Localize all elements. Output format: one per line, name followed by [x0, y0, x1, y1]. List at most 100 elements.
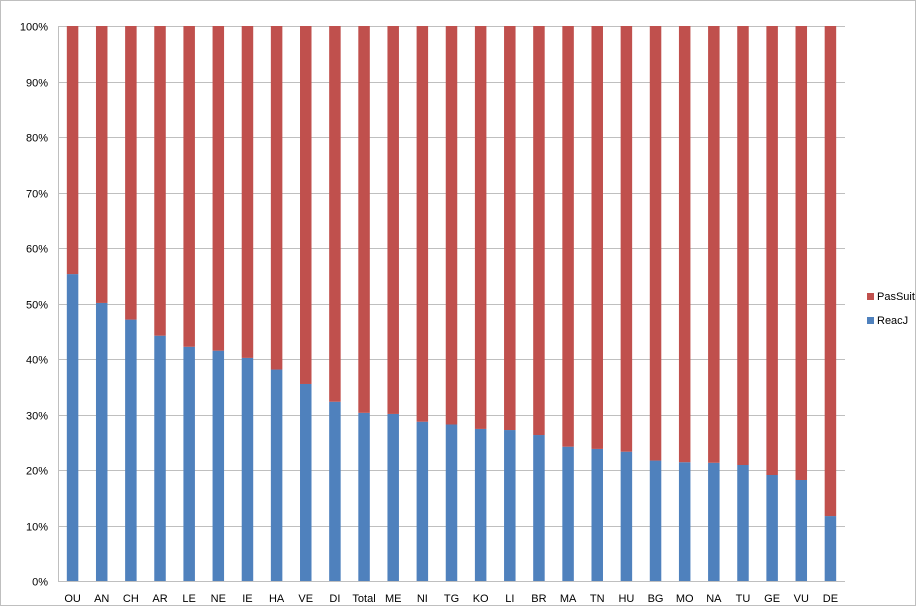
bar-passuite-total — [358, 26, 370, 413]
bar-passuite-ge — [766, 26, 778, 475]
bar-passuite-tg — [445, 26, 458, 425]
x-tick-label: MO — [676, 593, 694, 605]
x-tick-label: TG — [444, 593, 459, 605]
bar-reacj-ou — [66, 274, 79, 581]
legend-label-passuite: PasSuite — [877, 291, 915, 303]
x-tick-label: VE — [298, 593, 313, 605]
bar-reacj-ie — [241, 357, 254, 581]
x-tick-label: ME — [385, 593, 402, 605]
bar-passuite-vu — [795, 26, 808, 480]
bar-reacj-le — [183, 346, 195, 581]
bar-reacj-me — [387, 413, 399, 581]
x-tick-label: DE — [823, 593, 838, 605]
bar-reacj-ge — [766, 475, 778, 581]
x-tick-label: OU — [64, 593, 81, 605]
y-tick-label: 0% — [32, 577, 48, 589]
bar-passuite-na — [708, 26, 720, 463]
bar-passuite-le — [183, 26, 195, 347]
bars — [66, 26, 837, 581]
y-tick-label: 80% — [26, 133, 48, 145]
bar-reacj-hu — [620, 451, 633, 581]
bar-passuite-tn — [591, 26, 603, 449]
bar-reacj-bg — [649, 460, 662, 581]
bar-passuite-tu — [737, 26, 749, 465]
bar-reacj-ni — [416, 421, 429, 581]
bar-reacj-tn — [591, 448, 603, 581]
bar-passuite-ha — [270, 26, 283, 370]
bar-passuite-ma — [562, 26, 574, 447]
bar-reacj-ch — [125, 319, 137, 581]
bar-passuite-ko — [474, 26, 487, 429]
x-tick-label: BR — [531, 593, 546, 605]
legend-swatch-reacj — [867, 317, 874, 324]
x-tick-label: CH — [123, 593, 139, 605]
bar-reacj-li — [504, 430, 516, 581]
x-tick-label: MA — [560, 593, 577, 605]
x-tick-label: AN — [94, 593, 109, 605]
bar-passuite-de — [824, 26, 837, 517]
bar-passuite-bg — [649, 26, 662, 461]
bar-reacj-na — [708, 462, 720, 581]
x-tick-label: IE — [242, 593, 252, 605]
bar-reacj-mo — [678, 462, 691, 581]
bar-passuite-me — [387, 26, 399, 414]
bar-reacj-ha — [270, 369, 283, 581]
x-tick-label: TN — [590, 593, 605, 605]
x-tick-label: NI — [417, 593, 428, 605]
bar-passuite-mo — [678, 26, 691, 463]
bar-passuite-ne — [212, 26, 225, 351]
x-tick-label: VU — [794, 593, 809, 605]
bar-passuite-ie — [241, 26, 254, 358]
bar-passuite-hu — [620, 26, 633, 452]
x-tick-label: LI — [505, 593, 514, 605]
bar-reacj-tu — [737, 465, 749, 581]
bar-reacj-di — [329, 401, 341, 581]
x-tick-label: KO — [473, 593, 489, 605]
y-tick-label: 90% — [26, 78, 48, 90]
bar-passuite-br — [533, 26, 545, 436]
bar-reacj-an — [95, 302, 108, 581]
x-tick-label: LE — [182, 593, 195, 605]
x-tick-label: HU — [618, 593, 634, 605]
bar-passuite-ou — [66, 26, 79, 275]
x-tick-label: TU — [736, 593, 751, 605]
bar-passuite-ar — [154, 26, 166, 336]
x-tick-label: DI — [329, 593, 340, 605]
bar-passuite-di — [329, 26, 341, 402]
x-tick-label: GE — [764, 593, 780, 605]
x-tick-label: AR — [152, 593, 167, 605]
legend: PasSuite ReacJ — [867, 291, 915, 327]
bar-reacj-tg — [445, 424, 458, 581]
x-axis-tick-labels: OU AN CH AR LE NE IE HA VE DI Total ME NI TG KO LI BR MA T… — [64, 593, 838, 605]
bar-reacj-ko — [474, 428, 487, 581]
bar-reacj-ma — [562, 446, 574, 581]
y-axis-tick-labels: 0% 10% 20% 30% 40% 50% 60% 70% 80% 90% 100% — [20, 22, 48, 589]
y-tick-label: 40% — [26, 355, 48, 367]
bar-passuite-ni — [416, 26, 429, 422]
legend-label-reacj: ReacJ — [877, 315, 908, 327]
bar-passuite-an — [95, 26, 108, 303]
bar-reacj-br — [533, 435, 545, 581]
bar-passuite-ch — [125, 26, 137, 320]
x-tick-label: NA — [706, 593, 722, 605]
x-tick-label: Total — [352, 593, 375, 605]
y-tick-label: 100% — [20, 22, 48, 34]
y-tick-label: 20% — [26, 466, 48, 478]
y-tick-label: 30% — [26, 411, 48, 423]
bar-passuite-li — [504, 26, 516, 431]
bar-passuite-ve — [300, 26, 312, 384]
bar-reacj-total — [358, 412, 370, 581]
y-tick-label: 50% — [26, 300, 48, 312]
bar-reacj-ve — [300, 383, 312, 581]
bar-reacj-de — [824, 516, 837, 581]
y-tick-label: 10% — [26, 522, 48, 534]
legend-swatch-passuite — [867, 293, 874, 300]
y-tick-label: 60% — [26, 244, 48, 256]
x-tick-label: BG — [648, 593, 664, 605]
x-tick-label: HA — [269, 593, 285, 605]
bar-reacj-vu — [795, 479, 808, 581]
x-tick-label: NE — [211, 593, 226, 605]
y-tick-label: 70% — [26, 189, 48, 201]
